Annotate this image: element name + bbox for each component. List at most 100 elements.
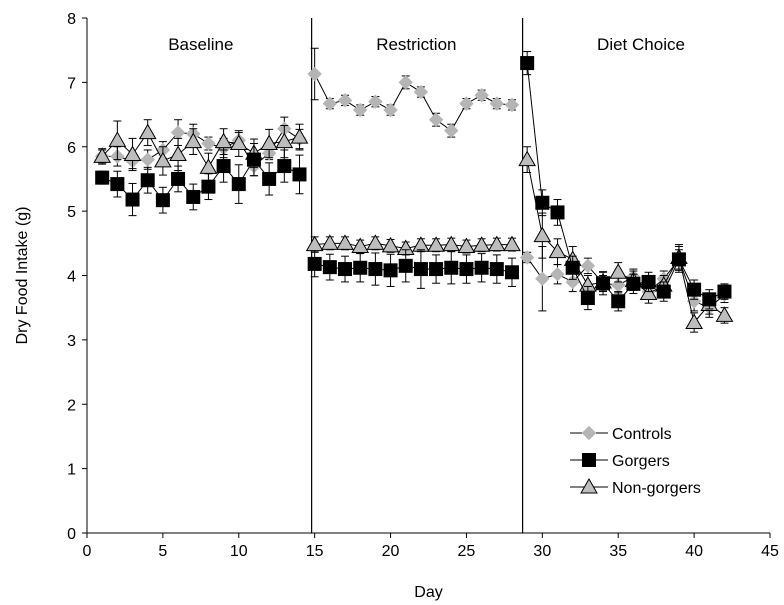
data-point	[580, 258, 596, 274]
data-point	[123, 145, 142, 161]
series-gorgers	[95, 50, 732, 312]
data-point	[412, 236, 430, 252]
legend-label: Non-gorgers	[612, 480, 701, 497]
data-point	[186, 189, 201, 204]
data-point	[277, 159, 292, 174]
data-point	[201, 136, 216, 151]
data-point	[398, 258, 413, 273]
data-point	[457, 237, 476, 254]
y-tick-label: 1	[67, 462, 76, 479]
data-point	[717, 284, 732, 299]
legend-marker	[581, 425, 597, 441]
data-point	[520, 56, 535, 71]
y-tick-label: 5	[67, 204, 76, 221]
data-point	[352, 102, 368, 118]
x-tick-label: 25	[458, 543, 476, 560]
data-point	[459, 96, 474, 111]
data-point	[366, 234, 385, 250]
y-tick-label: 2	[67, 397, 76, 414]
x-tick-label: 5	[158, 543, 167, 560]
legend: Controls Gorgers Non-gorgers	[570, 425, 701, 497]
data-point	[535, 271, 550, 286]
data-point	[429, 262, 444, 277]
phase-labels: Baseline Restriction Diet Choice	[168, 35, 685, 54]
data-point	[381, 236, 400, 253]
data-point	[472, 236, 491, 252]
data-point	[154, 151, 172, 168]
x-axis-title: Day	[414, 584, 442, 601]
data-point	[444, 123, 459, 138]
data-point	[565, 274, 580, 290]
data-point	[504, 265, 519, 280]
y-tick-label: 0	[67, 526, 76, 543]
x-tick-label: 10	[230, 543, 248, 560]
data-point	[171, 171, 186, 186]
data-point	[428, 112, 444, 127]
data-point	[427, 236, 445, 252]
legend-item: Non-gorgers	[570, 477, 701, 497]
data-point	[246, 152, 261, 167]
data-point	[518, 150, 537, 167]
y-tick-label: 3	[67, 333, 76, 350]
data-point	[368, 94, 383, 109]
data-point	[413, 262, 428, 277]
y-tick-label: 7	[67, 75, 76, 92]
data-point	[489, 96, 505, 111]
data-point	[487, 235, 506, 252]
y-axis-title: Dry Food Intake (g)	[14, 207, 31, 345]
data-point	[322, 96, 338, 111]
data-point	[201, 179, 216, 194]
data-point	[474, 88, 489, 103]
phase-dividers	[311, 18, 524, 533]
data-point	[336, 234, 354, 250]
data-point	[140, 152, 155, 167]
data-point	[550, 267, 565, 282]
data-point	[292, 167, 307, 182]
data-point	[489, 262, 504, 277]
data-point	[504, 97, 520, 113]
y-tick-label: 6	[67, 140, 76, 157]
data-point	[715, 306, 734, 322]
data-point	[474, 260, 489, 275]
data-point	[337, 93, 353, 108]
data-point	[641, 274, 656, 289]
data-point	[260, 134, 278, 151]
data-point	[214, 132, 233, 149]
data-point	[383, 102, 398, 118]
series-line	[526, 63, 725, 303]
data-point	[687, 282, 702, 297]
data-point	[398, 75, 413, 90]
data-point	[155, 193, 170, 208]
x-tick-label: 45	[761, 543, 779, 560]
data-point	[95, 170, 110, 185]
data-point	[685, 313, 703, 329]
data-point	[442, 235, 461, 252]
legend-label: Controls	[612, 426, 672, 443]
data-point	[671, 252, 686, 267]
data-point	[108, 131, 127, 147]
legend-item: Gorgers	[570, 453, 670, 470]
series-non-gorgers	[93, 119, 734, 333]
data-point	[596, 276, 611, 291]
data-point	[533, 226, 552, 243]
series-layer	[93, 47, 734, 333]
data-point	[138, 123, 157, 140]
data-point	[216, 159, 231, 174]
x-tick-label: 35	[609, 543, 627, 560]
data-point	[413, 84, 429, 100]
data-point	[626, 276, 641, 291]
data-point	[229, 134, 248, 151]
data-point	[231, 177, 246, 192]
data-point	[519, 250, 535, 265]
data-point	[548, 242, 567, 259]
data-point	[565, 260, 580, 275]
legend-marker	[580, 477, 598, 494]
data-point	[686, 294, 702, 309]
x-tick-label: 30	[533, 543, 551, 560]
y-tick-label: 8	[67, 11, 76, 28]
legend-label: Gorgers	[612, 453, 670, 470]
data-point	[383, 263, 398, 278]
data-point	[307, 66, 322, 82]
